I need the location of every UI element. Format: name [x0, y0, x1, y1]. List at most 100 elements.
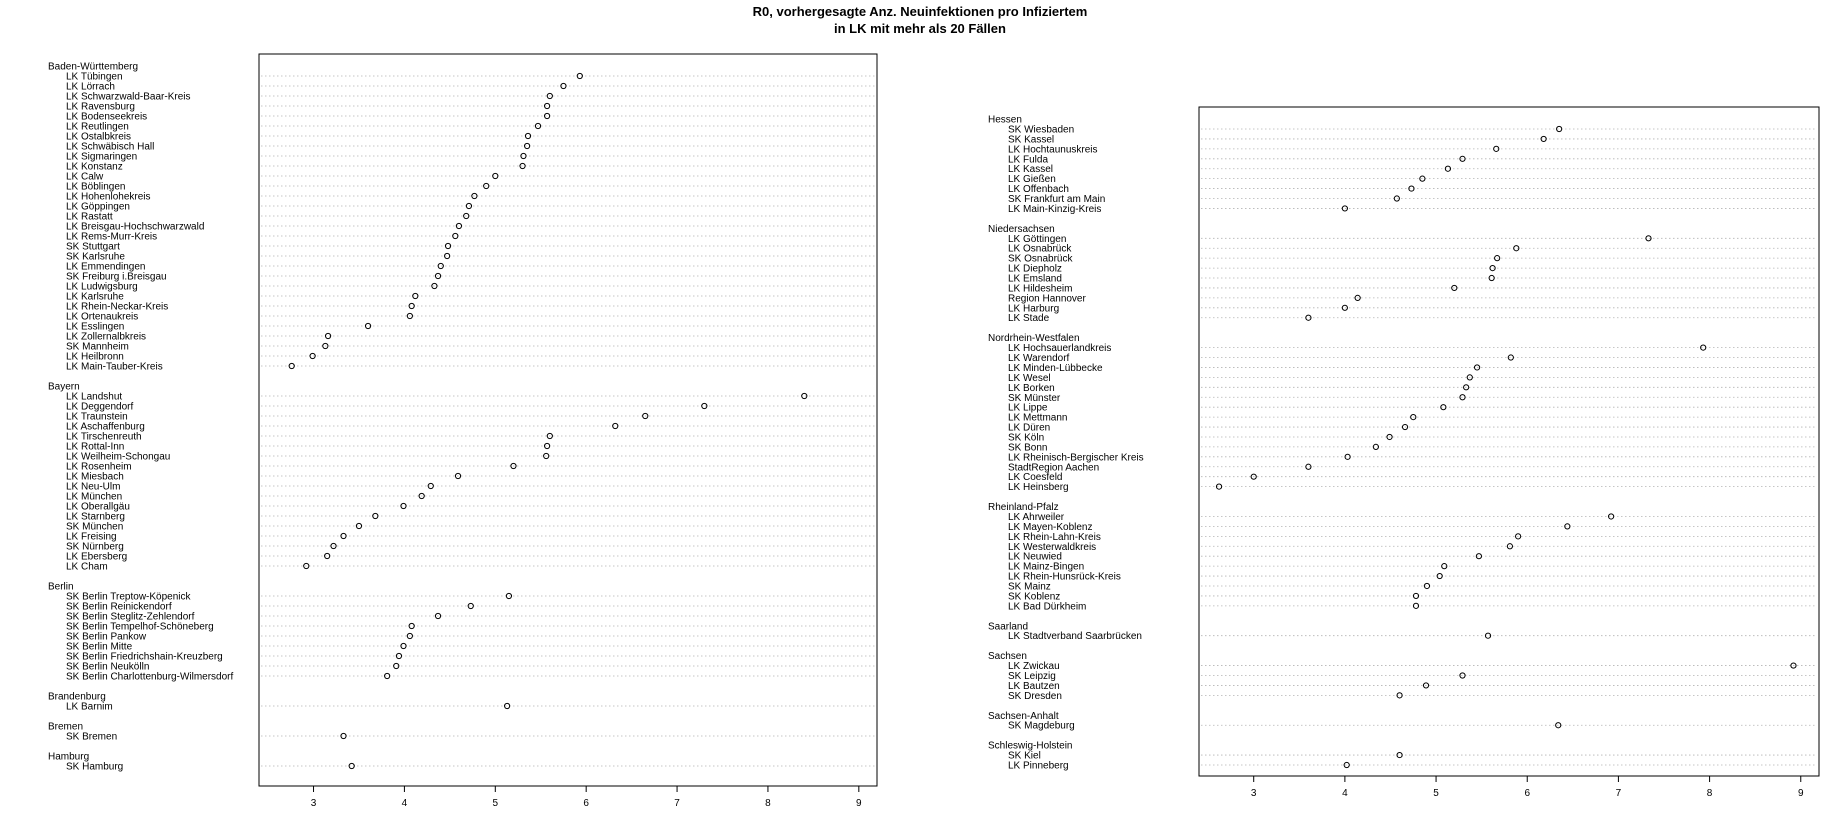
item-label: LK Starnberg	[66, 512, 125, 523]
data-point	[406, 632, 413, 640]
item-label: SK Münster	[1008, 393, 1061, 404]
item-label: LK Borken	[1008, 383, 1055, 394]
data-point	[471, 192, 478, 200]
data-point	[1419, 175, 1426, 182]
item-label: SK Berlin Treptow-Köpenick	[66, 592, 192, 603]
data-point	[1494, 255, 1501, 262]
item-label: LK Main-Tauber-Kreis	[66, 362, 163, 373]
data-point	[1341, 304, 1348, 311]
data-point	[303, 562, 310, 570]
item-label: LK Stadtverband Saarbrücken	[1008, 631, 1142, 642]
data-point	[1440, 404, 1447, 411]
item-label: LK Rastatt	[66, 212, 113, 223]
data-point	[418, 492, 425, 500]
item-label: LK Göttingen	[1008, 234, 1066, 245]
data-point	[1459, 155, 1466, 162]
group-label: Hessen	[988, 115, 1022, 126]
data-point	[801, 392, 808, 400]
data-point	[505, 592, 513, 600]
item-label: LK Ravensburg	[66, 102, 135, 113]
item-label: LK Emsland	[1008, 274, 1062, 285]
item-label: LK Ebersberg	[66, 552, 127, 563]
data-point	[546, 92, 553, 100]
data-point	[642, 412, 649, 420]
x-tick-label: 5	[493, 798, 499, 809]
data-point	[288, 362, 295, 370]
item-label: SK Kassel	[1008, 134, 1054, 145]
data-point	[1410, 414, 1417, 421]
item-label: SK Hamburg	[66, 762, 123, 773]
item-label: SK Berlin Mitte	[66, 642, 133, 653]
item-label: LK Ahrweiler	[1008, 512, 1065, 523]
data-point	[1305, 463, 1312, 470]
item-label: LK Landshut	[66, 392, 122, 403]
data-point	[1507, 354, 1514, 361]
x-tick-label: 9	[1798, 788, 1804, 799]
item-label: LK Rheinisch-Bergischer Kreis	[1008, 452, 1144, 463]
item-label: LK Schwäbisch Hall	[66, 142, 154, 153]
data-point	[1466, 374, 1473, 381]
data-point	[1451, 284, 1458, 292]
item-label: LK Hochtaunuskreis	[1008, 144, 1098, 155]
item-label: LK Rhein-Neckar-Kreis	[66, 302, 168, 313]
item-label: LK Ostalbkreis	[66, 132, 131, 143]
x-tick-label: 4	[1342, 788, 1348, 799]
x-tick-label: 6	[1524, 788, 1530, 799]
item-label: LK Reutlingen	[66, 122, 129, 133]
data-point	[444, 242, 452, 250]
item-label: SK Berlin Charlottenburg-Wilmersdorf	[66, 672, 234, 683]
data-point	[1506, 543, 1514, 550]
data-point	[322, 342, 329, 350]
data-point	[348, 762, 355, 770]
data-point	[452, 232, 459, 240]
data-point	[1372, 443, 1379, 450]
item-label: SK München	[66, 522, 123, 533]
group-label: Sachsen	[988, 651, 1027, 662]
data-point	[1441, 563, 1448, 570]
item-label: SK Magdeburg	[1008, 721, 1075, 732]
data-point	[355, 522, 363, 530]
item-label: SK Mannheim	[66, 342, 129, 353]
x-tick-label: 8	[1707, 788, 1713, 799]
data-point	[1556, 125, 1563, 133]
item-label: LK Gießen	[1008, 174, 1056, 185]
data-point	[1215, 483, 1223, 490]
item-label: LK Düren	[1008, 423, 1050, 434]
item-label: LK Mainz-Bingen	[1008, 562, 1084, 573]
item-label: LK Harburg	[1008, 303, 1059, 314]
data-point	[1488, 274, 1495, 282]
data-point	[1401, 423, 1409, 431]
item-label: LK Zwickau	[1008, 661, 1060, 672]
item-label: LK Deggendorf	[66, 402, 133, 413]
group-label: Saarland	[988, 621, 1028, 632]
data-point	[560, 82, 567, 90]
data-point	[534, 122, 542, 130]
data-point	[455, 222, 463, 230]
data-point	[412, 292, 419, 300]
item-label: SK Köln	[1008, 432, 1044, 443]
data-point	[543, 112, 551, 120]
item-label: LK Bad Dürkheim	[1008, 601, 1086, 612]
item-label: LK Konstanz	[66, 162, 123, 173]
data-point	[1493, 145, 1500, 152]
item-label: SK Frankfurt am Main	[1008, 194, 1105, 205]
x-tick-label: 9	[856, 798, 862, 809]
group-label: Berlin	[48, 582, 74, 593]
item-label: LK Ortenaukreis	[66, 312, 138, 323]
item-label: LK Sigmaringen	[66, 152, 137, 163]
data-point	[330, 542, 337, 550]
data-point	[520, 152, 527, 160]
data-point	[1412, 592, 1420, 600]
group-label: Hamburg	[48, 752, 89, 763]
data-point	[384, 672, 391, 680]
item-label: SK Bonn	[1008, 442, 1047, 453]
item-label: LK Zollernalbkreis	[66, 332, 146, 343]
item-label: SK Dresden	[1008, 691, 1062, 702]
chart-title-line-1: R0, vorhergesagte Anz. Neuinfektionen pr…	[752, 4, 1088, 19]
item-label: LK Rhein-Hunsrück-Kreis	[1008, 572, 1121, 583]
data-point	[543, 442, 551, 450]
data-point	[543, 452, 550, 460]
item-label: LK Tirschenreuth	[66, 432, 142, 443]
data-point	[431, 282, 438, 290]
item-label: SK Stuttgart	[66, 242, 120, 253]
